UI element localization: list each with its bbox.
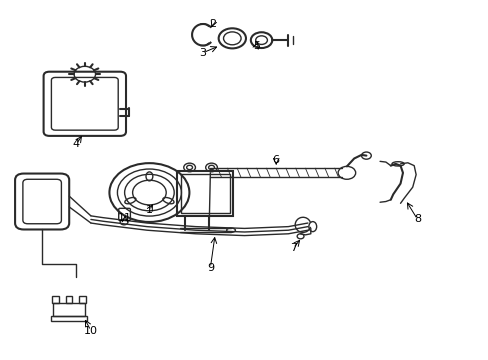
Bar <box>79 296 85 303</box>
Bar <box>53 303 84 316</box>
Text: 6: 6 <box>272 155 279 165</box>
Bar <box>51 316 87 320</box>
Text: 11: 11 <box>118 213 132 222</box>
Bar <box>177 171 233 216</box>
Text: 2: 2 <box>209 19 216 29</box>
Text: 3: 3 <box>199 48 206 58</box>
Bar <box>181 174 229 213</box>
Text: 9: 9 <box>206 263 213 273</box>
Text: 7: 7 <box>289 243 296 253</box>
Bar <box>52 296 59 303</box>
Text: 1: 1 <box>145 206 153 216</box>
Text: 8: 8 <box>413 215 420 224</box>
Bar <box>65 296 72 303</box>
Text: 10: 10 <box>84 325 98 336</box>
Text: 4: 4 <box>73 139 80 149</box>
Text: 5: 5 <box>253 41 260 50</box>
